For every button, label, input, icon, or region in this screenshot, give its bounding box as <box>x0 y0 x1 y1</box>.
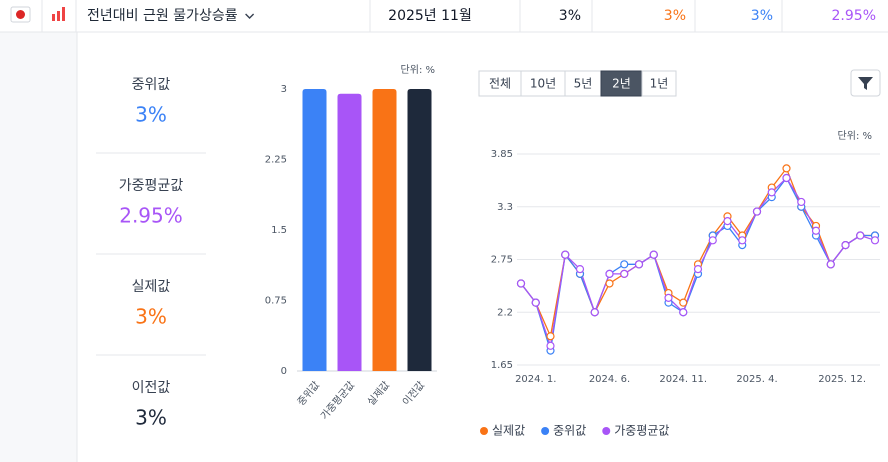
data-point[interactable] <box>620 269 629 278</box>
header-value: 2.95% <box>832 8 876 24</box>
stat-label: 실제값 <box>132 279 171 295</box>
bar <box>337 93 362 371</box>
unit-label: 단위: % <box>401 63 435 76</box>
y-tick-label: 0 <box>281 366 287 377</box>
range-button-label[interactable]: 5년 <box>574 77 593 91</box>
data-point[interactable] <box>782 173 791 183</box>
y-tick-label: 1.5 <box>271 225 287 236</box>
x-tick-label: 이전값 <box>400 379 427 408</box>
side-panel <box>0 32 77 462</box>
x-tick-label: 2024. 1. <box>515 374 556 385</box>
range-button-label[interactable]: 전체 <box>489 77 511 91</box>
stat-label: 가중평균값 <box>119 178 184 194</box>
data-point[interactable] <box>590 308 599 317</box>
data-point[interactable] <box>752 207 762 216</box>
range-button[interactable] <box>520 70 566 97</box>
data-point[interactable] <box>561 250 570 259</box>
header-value: 2025년 11월 <box>388 8 472 24</box>
data-point[interactable] <box>723 217 732 226</box>
data-point[interactable] <box>679 308 688 317</box>
data-point[interactable] <box>679 298 688 307</box>
bar <box>407 89 432 371</box>
stat-value: 3% <box>135 406 167 430</box>
legend-label[interactable]: 실제값 <box>492 424 525 438</box>
flag-icon <box>10 6 31 23</box>
data-point[interactable] <box>546 332 555 341</box>
data-point[interactable] <box>649 250 658 259</box>
legend-swatch[interactable] <box>602 427 611 435</box>
data-point[interactable] <box>870 236 880 245</box>
x-tick-label: 2024. 11. <box>659 374 707 385</box>
data-point[interactable] <box>605 269 614 278</box>
unit-label: 단위: % <box>838 129 872 142</box>
x-tick-label: 2025. 12. <box>818 374 866 385</box>
data-point[interactable] <box>634 260 644 269</box>
range-button[interactable] <box>600 70 643 97</box>
header-value: 3% <box>664 8 686 24</box>
legend-swatch[interactable] <box>480 427 488 435</box>
data-point[interactable] <box>664 293 673 302</box>
stat-label: 중위값 <box>132 77 171 93</box>
legend-label[interactable]: 중위값 <box>553 424 586 438</box>
data-point[interactable] <box>811 226 821 235</box>
data-point[interactable] <box>767 188 776 197</box>
y-tick-label: 1.65 <box>491 360 513 371</box>
data-point[interactable] <box>826 260 835 269</box>
y-tick-label: 2.25 <box>265 155 287 166</box>
header-value: 3% <box>751 8 773 24</box>
range-button-label[interactable]: 1년 <box>650 77 669 91</box>
data-point[interactable] <box>546 341 555 350</box>
data-point[interactable] <box>605 279 614 288</box>
data-point[interactable] <box>782 164 791 173</box>
x-tick-label: 2025. 4. <box>736 374 777 385</box>
stat-value: 3% <box>135 103 167 127</box>
data-point[interactable] <box>693 264 703 274</box>
bar <box>372 89 397 371</box>
bar <box>302 89 327 371</box>
stat-value: 3% <box>135 305 167 329</box>
header-title[interactable]: 전년대비 근원 물가상승률 <box>87 8 238 24</box>
x-tick-label: 중위값 <box>294 379 322 409</box>
y-tick-label: 3.3 <box>497 202 513 213</box>
header-value: 3% <box>559 8 581 24</box>
header-dividers <box>41 0 783 32</box>
data-point[interactable] <box>620 260 629 269</box>
stat-label: 이전값 <box>132 380 171 396</box>
x-tick-label: 2024. 6. <box>589 374 630 385</box>
data-point[interactable] <box>531 298 540 307</box>
x-tick-label: 실제값 <box>365 379 392 408</box>
data-point[interactable] <box>841 241 850 250</box>
data-point[interactable] <box>797 197 806 207</box>
data-point[interactable] <box>516 279 526 288</box>
y-tick-label: 2.75 <box>491 255 513 266</box>
data-point[interactable] <box>708 236 717 245</box>
x-tick-label: 가중평균값 <box>318 379 357 422</box>
series-line <box>520 167 875 339</box>
y-tick-label: 2.2 <box>497 307 513 318</box>
range-button-label[interactable]: 10년 <box>530 77 556 91</box>
data-point[interactable] <box>856 231 865 240</box>
y-tick-label: 3.85 <box>491 149 513 160</box>
data-point[interactable] <box>738 236 747 245</box>
legend-swatch[interactable] <box>541 427 550 435</box>
range-button-label[interactable]: 2년 <box>612 77 631 91</box>
legend-label[interactable]: 가중평균값 <box>614 424 669 438</box>
y-tick-label: 3 <box>281 84 287 95</box>
range-button[interactable] <box>641 70 677 97</box>
y-tick-label: 0.75 <box>265 296 287 307</box>
filter-button[interactable] <box>850 69 881 97</box>
data-point[interactable] <box>575 264 585 274</box>
dropdown-chevron[interactable] <box>245 13 255 19</box>
chart-icon[interactable] <box>52 7 65 21</box>
stat-value: 2.95% <box>119 204 183 228</box>
